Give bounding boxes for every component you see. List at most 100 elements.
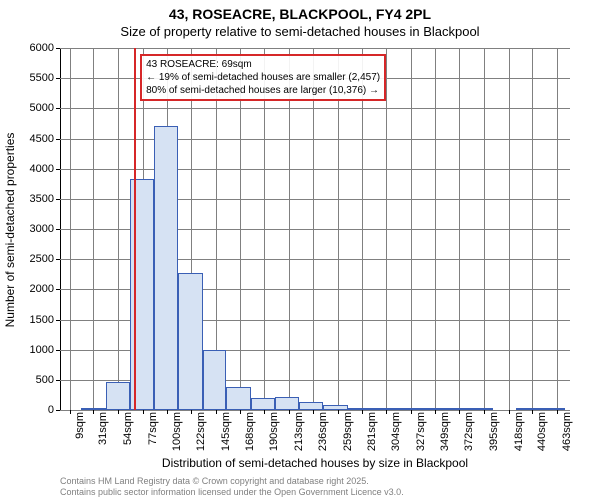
histogram-bar: [203, 350, 227, 410]
x-tick: [484, 410, 485, 414]
grid-line-v: [264, 48, 265, 410]
x-tick-label: 145sqm: [220, 412, 232, 451]
x-tick: [509, 410, 510, 414]
grid-line-v: [459, 48, 460, 410]
histogram-bar: [251, 398, 275, 410]
x-tick-label: 395sqm: [488, 412, 500, 451]
x-tick-label: 122sqm: [195, 412, 207, 451]
x-tick: [216, 410, 217, 414]
x-tick: [411, 410, 412, 414]
y-tick: [56, 78, 60, 79]
grid-line-v: [362, 48, 363, 410]
x-axis-label: Distribution of semi-detached houses by …: [60, 456, 570, 470]
x-tick-label: 54sqm: [122, 412, 134, 445]
histogram-bar: [541, 408, 565, 410]
x-tick-label: 259sqm: [342, 412, 354, 451]
y-tick: [56, 350, 60, 351]
x-tick-label: 463sqm: [561, 412, 573, 451]
x-tick-label: 418sqm: [513, 412, 525, 451]
y-tick: [56, 320, 60, 321]
y-tick-label: 2500: [14, 253, 54, 265]
y-tick-label: 500: [14, 374, 54, 386]
y-tick: [56, 410, 60, 411]
property-marker-line: [134, 48, 136, 410]
y-tick-label: 5500: [14, 72, 54, 84]
grid-line-v: [411, 48, 412, 410]
y-tick-label: 4500: [14, 133, 54, 145]
y-tick-label: 5000: [14, 102, 54, 114]
y-tick-label: 0: [14, 404, 54, 416]
histogram-bar: [396, 408, 420, 410]
chart-subtitle: Size of property relative to semi-detach…: [0, 24, 600, 39]
x-tick: [532, 410, 533, 414]
histogram-bar: [275, 397, 300, 410]
plot-area: 43 ROSEACRE: 69sqm← 19% of semi-detached…: [60, 48, 570, 410]
grid-line-h: [60, 169, 570, 170]
x-tick: [313, 410, 314, 414]
y-tick: [56, 199, 60, 200]
histogram-bar: [444, 408, 468, 410]
x-tick-label: 440sqm: [536, 412, 548, 451]
y-tick: [56, 169, 60, 170]
grid-line-v: [435, 48, 436, 410]
grid-line-h: [60, 139, 570, 140]
x-tick-label: 327sqm: [415, 412, 427, 451]
grid-line-v: [313, 48, 314, 410]
x-tick: [93, 410, 94, 414]
histogram-bar: [226, 387, 251, 410]
y-tick: [56, 139, 60, 140]
y-tick-label: 3500: [14, 193, 54, 205]
histogram-bar: [468, 408, 493, 410]
y-tick: [56, 380, 60, 381]
y-tick: [56, 289, 60, 290]
grid-line-v: [557, 48, 558, 410]
grid-line-v: [484, 48, 485, 410]
grid-line-v: [532, 48, 533, 410]
x-tick-label: 31sqm: [97, 412, 109, 445]
annotation-line: ← 19% of semi-detached houses are smalle…: [146, 71, 380, 84]
x-tick: [70, 410, 71, 414]
x-tick-label: 190sqm: [268, 412, 280, 451]
chart-title: 43, ROSEACRE, BLACKPOOL, FY4 2PL: [0, 6, 600, 22]
grid-line-v: [509, 48, 510, 410]
x-tick-label: 281sqm: [366, 412, 378, 451]
histogram-bar: [299, 402, 323, 410]
grid-line-v: [338, 48, 339, 410]
x-tick-label: 213sqm: [293, 412, 305, 451]
grid-line-v: [118, 48, 119, 410]
x-tick: [338, 410, 339, 414]
grid-line-v: [240, 48, 241, 410]
histogram-bar: [154, 126, 178, 410]
x-tick: [264, 410, 265, 414]
grid-line-v: [93, 48, 94, 410]
x-tick: [143, 410, 144, 414]
y-tick-label: 1000: [14, 344, 54, 356]
x-tick: [386, 410, 387, 414]
histogram-bar: [348, 408, 372, 410]
histogram-bar: [178, 273, 203, 410]
histogram-bar: [371, 408, 396, 410]
annotation-box: 43 ROSEACRE: 69sqm← 19% of semi-detached…: [140, 54, 386, 101]
x-tick-label: 349sqm: [439, 412, 451, 451]
x-tick-label: 304sqm: [390, 412, 402, 451]
y-tick-label: 4000: [14, 163, 54, 175]
x-tick: [167, 410, 168, 414]
y-tick: [56, 48, 60, 49]
y-tick: [56, 229, 60, 230]
footer-attribution: Contains HM Land Registry data © Crown c…: [60, 476, 404, 498]
histogram-bar: [420, 408, 445, 410]
x-tick: [240, 410, 241, 414]
y-tick-label: 1500: [14, 314, 54, 326]
y-tick: [56, 108, 60, 109]
y-tick-label: 6000: [14, 42, 54, 54]
grid-line-v: [289, 48, 290, 410]
footer-line-2: Contains public sector information licen…: [60, 487, 404, 498]
grid-line-h: [60, 108, 570, 109]
annotation-line: 43 ROSEACRE: 69sqm: [146, 58, 380, 71]
histogram-bar: [516, 408, 541, 410]
y-tick-label: 3000: [14, 223, 54, 235]
x-tick-label: 372sqm: [463, 412, 475, 451]
annotation-line: 80% of semi-detached houses are larger (…: [146, 84, 380, 97]
footer-line-1: Contains HM Land Registry data © Crown c…: [60, 476, 404, 487]
y-tick-label: 2000: [14, 283, 54, 295]
